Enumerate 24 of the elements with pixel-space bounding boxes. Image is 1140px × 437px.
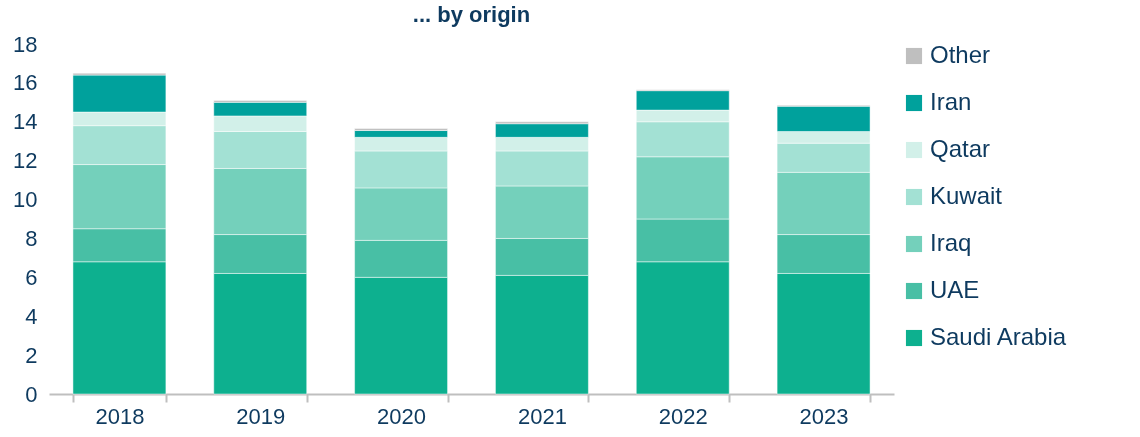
legend-label: Other: [930, 41, 991, 68]
y-tick-label: 8: [25, 225, 38, 251]
chart-title: ... by origin: [412, 2, 531, 27]
y-tick-label: 6: [25, 264, 38, 290]
legend-label: Qatar: [930, 135, 991, 162]
legend-label: UAE: [930, 276, 980, 303]
x-tick-label: 2022: [658, 403, 708, 429]
x-tick-label: 2018: [95, 403, 145, 429]
legend-label: Kuwait: [930, 182, 1003, 209]
legend-label: Iran: [930, 88, 972, 115]
y-tick-label: 18: [13, 31, 38, 57]
x-tick-label: 2019: [236, 403, 286, 429]
legend-label: Iraq: [930, 229, 972, 256]
y-tick-label: 12: [13, 148, 38, 174]
x-tick-label: 2020: [377, 403, 427, 429]
y-tick-label: 2: [25, 342, 38, 368]
y-tick-label: 10: [13, 187, 38, 213]
x-tick-label: 2021: [517, 403, 567, 429]
y-tick-label: 4: [25, 303, 38, 329]
y-tick-label: 0: [25, 381, 38, 407]
y-tick-label: 16: [13, 70, 38, 96]
legend-label: Saudi Arabia: [930, 323, 1067, 350]
x-tick-label: 2023: [799, 403, 849, 429]
y-tick-label: 14: [13, 109, 38, 135]
